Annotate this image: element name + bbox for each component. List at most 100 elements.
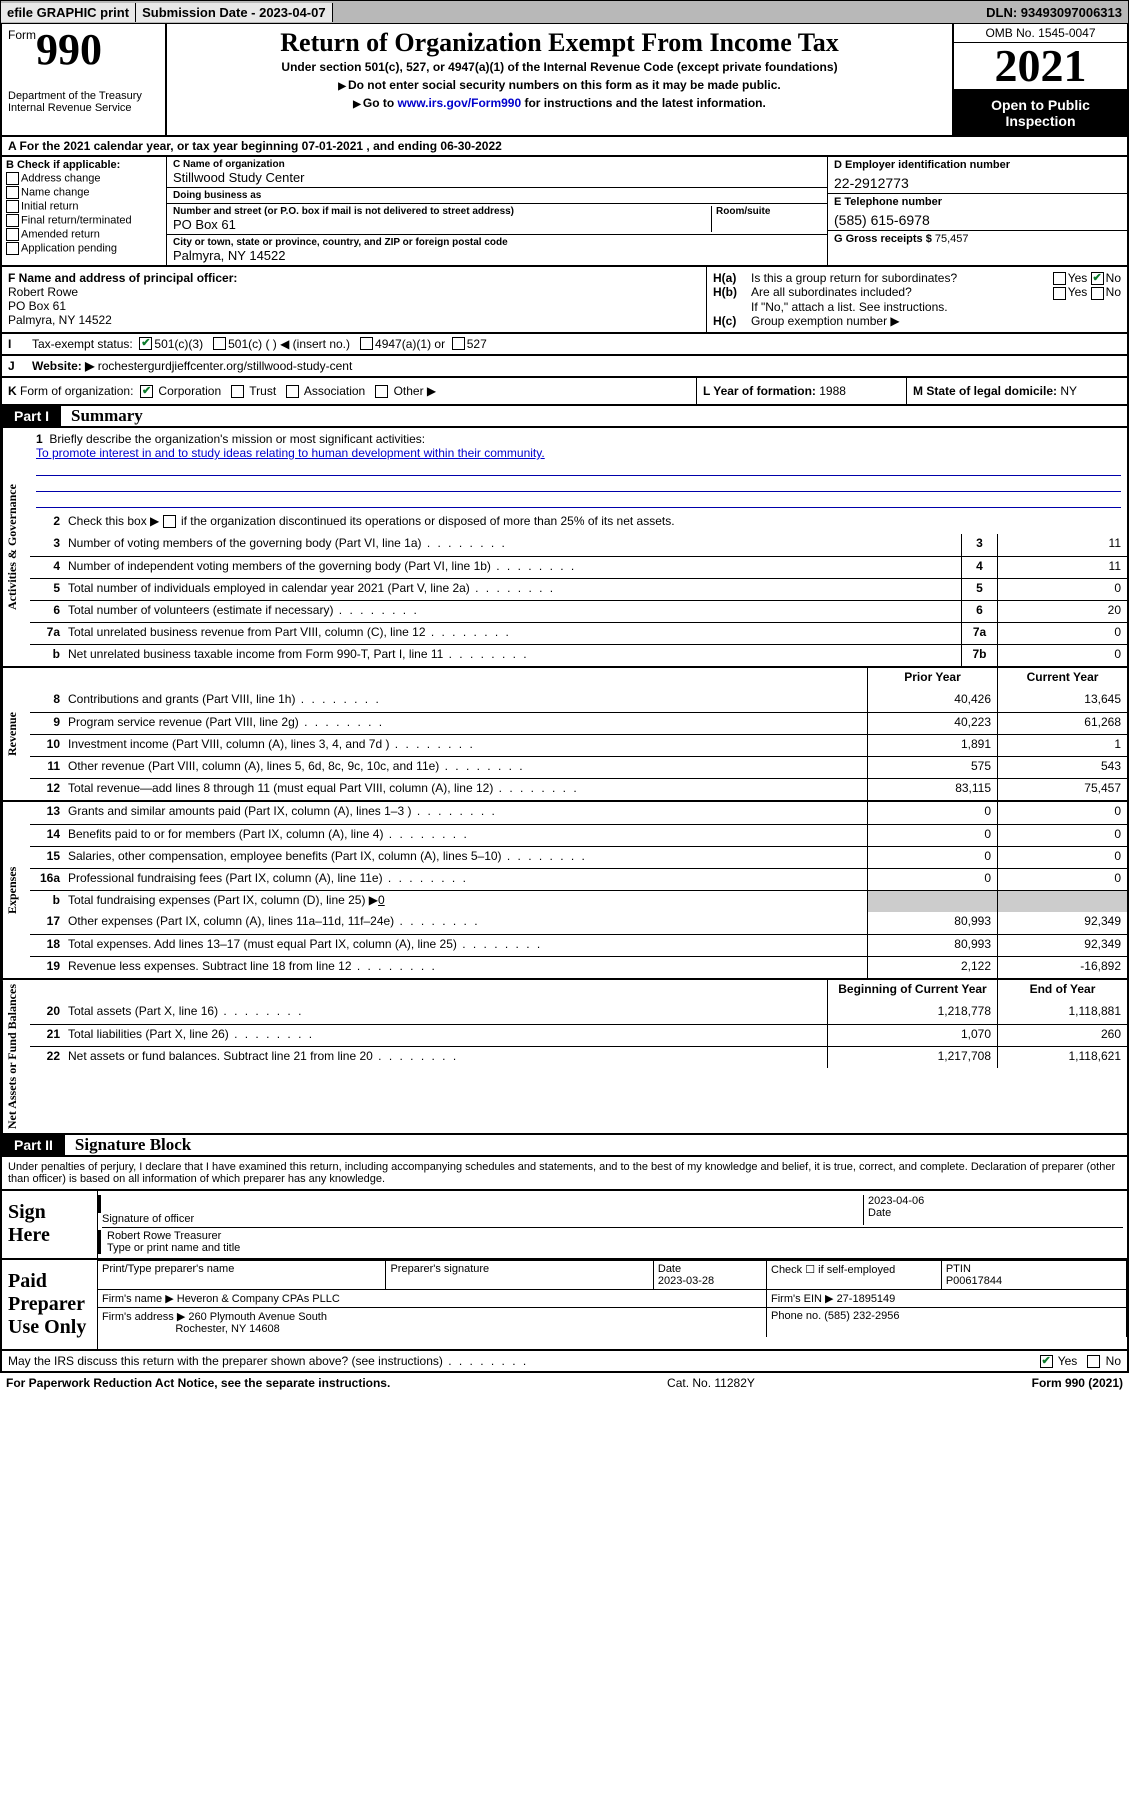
i-501c3-checkbox[interactable]	[139, 337, 152, 350]
line-16a: 16aProfessional fundraising fees (Part I…	[30, 868, 1127, 890]
footer-catno: Cat. No. 11282Y	[390, 1376, 1031, 1390]
row-j-website: J Website: ▶ rochestergurdjieffcenter.or…	[0, 356, 1129, 378]
ha-yes-checkbox[interactable]	[1053, 272, 1066, 285]
line-1-mission: 1 Briefly describe the organization's mi…	[30, 428, 1127, 512]
f-label: F Name and address of principal officer:	[8, 271, 700, 285]
line-9: 9Program service revenue (Part VIII, lin…	[30, 712, 1127, 734]
col-begin-year: Beginning of Current Year	[827, 980, 997, 1002]
line-22: 22Net assets or fund balances. Subtract …	[30, 1046, 1127, 1068]
i-527-checkbox[interactable]	[452, 337, 465, 350]
part-2-header: Part II Signature Block	[0, 1135, 1129, 1157]
col-h-group: H(a) Is this a group return for subordin…	[707, 267, 1127, 332]
main-title: Return of Organization Exempt From Incom…	[173, 28, 946, 58]
irs-discuss-yes-checkbox[interactable]	[1040, 1355, 1053, 1368]
m-state: NY	[1060, 384, 1077, 398]
mission-text: To promote interest in and to study idea…	[36, 446, 545, 460]
line-8: 8Contributions and grants (Part VIII, li…	[30, 690, 1127, 712]
k-assoc-checkbox[interactable]	[286, 385, 299, 398]
part-2-tag: Part II	[2, 1135, 65, 1155]
c-room-label: Room/suite	[716, 206, 821, 217]
section-revenue: Revenue Prior Year Current Year 8Contrib…	[0, 668, 1129, 802]
k-corp-checkbox[interactable]	[140, 385, 153, 398]
hc-question: Group exemption number ▶	[751, 314, 1121, 328]
g-gross-label: G Gross receipts $	[834, 233, 935, 245]
col-f-officer: F Name and address of principal officer:…	[2, 267, 707, 332]
hb-yes-checkbox[interactable]	[1053, 287, 1066, 300]
line-12: 12Total revenue—add lines 8 through 11 (…	[30, 778, 1127, 800]
efile-print-button[interactable]: efile GRAPHIC print	[1, 3, 136, 22]
line2-checkbox[interactable]	[163, 515, 176, 528]
footer-row: For Paperwork Reduction Act Notice, see …	[0, 1373, 1129, 1393]
j-label: Website: ▶	[32, 359, 94, 373]
prep-ein: 27-1895149	[837, 1293, 896, 1305]
c-org-name: Stillwood Study Center	[173, 170, 821, 185]
l-year: 1988	[819, 384, 846, 398]
i-501c-checkbox[interactable]	[213, 337, 226, 350]
d-ein: 22-2912773	[834, 175, 1121, 191]
line-15: 15Salaries, other compensation, employee…	[30, 846, 1127, 868]
ha-letter: H(a)	[713, 271, 751, 285]
k-trust-checkbox[interactable]	[231, 385, 244, 398]
line-19: 19Revenue less expenses. Subtract line 1…	[30, 956, 1127, 978]
prep-phone: (585) 232-2956	[824, 1310, 899, 1322]
hb-question: Are all subordinates included?	[751, 285, 1053, 299]
block-f-h: F Name and address of principal officer:…	[0, 267, 1129, 334]
c-name-label: C Name of organization	[173, 159, 821, 170]
j-website: rochestergurdjieffcenter.org/stillwood-s…	[98, 359, 353, 373]
dln-label: DLN: 93493097006313	[980, 3, 1128, 22]
irs-discuss-no-checkbox[interactable]	[1087, 1355, 1100, 1368]
col-prior-year: Prior Year	[867, 668, 997, 690]
gov-line-7a: 7aTotal unrelated business revenue from …	[30, 622, 1127, 644]
prep-addr2: Rochester, NY 14608	[175, 1323, 279, 1335]
sig-name-value: Robert Rowe Treasurer	[107, 1230, 1123, 1242]
line-17: 17Other expenses (Part IX, column (A), l…	[30, 912, 1127, 934]
paid-preparer-block: Paid Preparer Use Only Print/Type prepar…	[0, 1260, 1129, 1351]
e-phone-label: E Telephone number	[834, 196, 1121, 208]
submission-date-button[interactable]: Submission Date - 2023-04-07	[136, 3, 333, 22]
footer-formref: Form 990 (2021)	[1032, 1376, 1123, 1390]
vtab-net-assets: Net Assets or Fund Balances	[2, 980, 30, 1133]
chk-application-pending[interactable]: Application pending	[6, 242, 162, 255]
k-letter: K	[8, 384, 17, 398]
block-k-l-m: K Form of organization: Corporation Trus…	[0, 378, 1129, 406]
prep-date: 2023-03-28	[658, 1275, 714, 1287]
b-header: B Check if applicable:	[6, 159, 162, 171]
chk-final-return[interactable]: Final return/terminated	[6, 214, 162, 227]
prep-addr1: 260 Plymouth Avenue South	[188, 1311, 327, 1323]
title-cell: Return of Organization Exempt From Incom…	[167, 24, 952, 135]
c-city: Palmyra, NY 14522	[173, 248, 821, 263]
j-letter: J	[8, 359, 32, 373]
vtab-governance: Activities & Governance	[2, 428, 30, 666]
c-addr: PO Box 61	[173, 217, 711, 232]
col-c-org: C Name of organization Stillwood Study C…	[167, 157, 827, 265]
declaration-text: Under penalties of perjury, I declare th…	[0, 1157, 1129, 1191]
hb-no-checkbox[interactable]	[1091, 287, 1104, 300]
footer-paperwork: For Paperwork Reduction Act Notice, see …	[6, 1376, 390, 1390]
prep-ptin: P00617844	[946, 1275, 1002, 1287]
col-b-checkboxes: B Check if applicable: Address change Na…	[2, 157, 167, 265]
note-goto-pre: Go to	[363, 96, 398, 110]
f-officer-addr1: PO Box 61	[8, 299, 700, 313]
form-number: 990	[36, 25, 102, 74]
ha-no-checkbox[interactable]	[1091, 272, 1104, 285]
d-ein-label: D Employer identification number	[834, 159, 1121, 171]
chk-initial-return[interactable]: Initial return	[6, 200, 162, 213]
vtab-expenses: Expenses	[2, 802, 30, 978]
note-ssn: Do not enter social security numbers on …	[348, 78, 781, 92]
gov-line-b: bNet unrelated business taxable income f…	[30, 644, 1127, 666]
irs-form990-link[interactable]: www.irs.gov/Form990	[398, 96, 522, 110]
line16b-val: 0	[378, 893, 385, 907]
year-cell: OMB No. 1545-0047 2021 Open to Public In…	[952, 24, 1127, 135]
note-goto-post: for instructions and the latest informat…	[521, 96, 766, 110]
i-4947-checkbox[interactable]	[360, 337, 373, 350]
form-word: Form	[8, 28, 36, 42]
chk-address-change[interactable]: Address change	[6, 172, 162, 185]
k-other-checkbox[interactable]	[375, 385, 388, 398]
col-current-year: Current Year	[997, 668, 1127, 690]
e-phone: (585) 615-6978	[834, 212, 1121, 228]
subtitle: Under section 501(c), 527, or 4947(a)(1)…	[173, 60, 946, 74]
chk-amended-return[interactable]: Amended return	[6, 228, 162, 241]
sig-name-label: Type or print name and title	[107, 1242, 1123, 1254]
chk-name-change[interactable]: Name change	[6, 186, 162, 199]
hb-note: If "No," attach a list. See instructions…	[751, 300, 1121, 314]
